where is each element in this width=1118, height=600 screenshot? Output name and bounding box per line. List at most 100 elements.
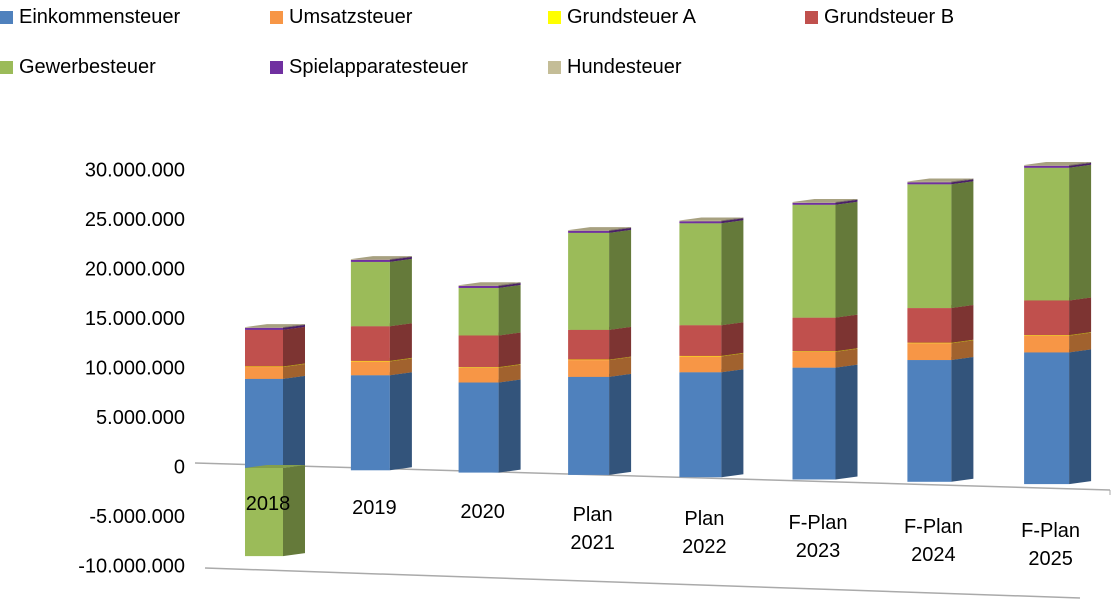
bar-segment — [679, 322, 744, 356]
bar-segment — [568, 373, 632, 475]
bar-front — [245, 378, 283, 468]
bar-segment — [245, 375, 305, 468]
y-tick-label: 25.000.000 — [85, 209, 185, 231]
bar-side — [609, 227, 632, 231]
bar-side — [1069, 349, 1092, 485]
bar-side — [609, 357, 632, 377]
bar-side — [498, 284, 521, 336]
legend-item: Gewerbesteuer — [0, 56, 156, 79]
bar-front — [568, 376, 610, 475]
legend-swatch — [548, 61, 561, 74]
bar-front — [679, 220, 722, 222]
legend-label: Gewerbesteuer — [19, 56, 156, 78]
legend-label: Grundsteuer B — [824, 6, 955, 28]
bar-side — [835, 199, 858, 205]
bar-front — [458, 287, 499, 336]
bar-front — [568, 230, 610, 231]
bar-segment — [568, 229, 632, 330]
bar-front — [350, 361, 390, 376]
legend-item: Grundsteuer B — [805, 6, 954, 29]
bar-front — [907, 360, 952, 482]
y-tick-label: 5.000.000 — [96, 407, 185, 429]
bar-side — [835, 348, 858, 352]
bar-side — [498, 364, 521, 368]
bar-front — [679, 223, 722, 326]
bar-front — [245, 367, 283, 379]
legend-item: Grundsteuer A — [548, 6, 696, 29]
bar-side — [609, 326, 632, 360]
bar-front — [1024, 167, 1070, 301]
bar-side — [283, 324, 305, 328]
x-tick-label: F-Plan 2025 — [1021, 519, 1081, 570]
x-tick-label: F-Plan 2023 — [788, 512, 848, 562]
bar-front — [458, 367, 499, 383]
bar-side — [283, 375, 305, 468]
bar-side — [835, 364, 858, 480]
bar-segment — [1024, 162, 1092, 166]
bar-front — [245, 327, 283, 330]
bar-top — [245, 465, 305, 468]
bar-front — [568, 329, 610, 360]
bar-top — [679, 217, 744, 221]
bar-side — [389, 256, 412, 260]
bar-segment — [458, 284, 521, 336]
bar-side — [1069, 164, 1092, 301]
bar-side — [951, 357, 974, 482]
bar-segment — [679, 217, 744, 222]
bar-front — [679, 356, 722, 373]
legend-label: Spielapparatesteuer — [289, 56, 469, 78]
bar-top — [568, 227, 632, 231]
bar-segment — [458, 379, 521, 473]
bar-segment — [792, 314, 858, 352]
bar-top — [907, 178, 974, 182]
y-tick-label: 30.000.000 — [85, 159, 185, 181]
bar-segment — [350, 256, 412, 260]
bar-side — [951, 339, 974, 344]
bar-segment — [245, 326, 305, 367]
floor-edge — [194, 462, 1111, 491]
bar-segment — [350, 258, 412, 327]
bar-side — [835, 199, 858, 203]
bar-side — [951, 179, 974, 185]
y-tick-label: 10.000.000 — [85, 357, 185, 379]
bar-front — [907, 181, 952, 183]
legend-swatch — [0, 61, 13, 74]
bar-front — [458, 285, 499, 286]
bar-segment — [792, 199, 858, 203]
bar-front — [679, 325, 722, 356]
bar-side — [721, 217, 744, 222]
legend-swatch — [805, 11, 818, 24]
bar-side — [835, 201, 858, 318]
bar-front — [907, 343, 952, 361]
legend-label: Grundsteuer A — [567, 6, 696, 28]
bar-front — [350, 261, 390, 327]
bar-side — [951, 181, 974, 309]
bar-side — [721, 353, 744, 373]
bar-segment — [245, 465, 305, 557]
bar-side — [609, 373, 632, 475]
bar-segment — [1024, 164, 1092, 301]
bar-side — [283, 465, 305, 557]
bar-segment — [458, 282, 521, 286]
bar-side — [721, 220, 744, 326]
bar-side — [1069, 162, 1092, 168]
x-tick-label: 2019 — [352, 496, 397, 519]
bar-side — [283, 324, 305, 330]
legend-item: Umsatzsteuer — [270, 6, 412, 29]
bar-top — [458, 282, 521, 286]
bar-side — [721, 322, 744, 356]
bar-segment — [907, 181, 974, 309]
y-tick-label: 0 — [174, 456, 185, 478]
bar-front — [907, 184, 952, 309]
bar-front — [458, 285, 499, 288]
bar-side — [389, 258, 412, 327]
bar-front — [350, 259, 390, 260]
bar-segment — [679, 220, 744, 326]
bar-front — [792, 367, 836, 480]
bar-side — [389, 358, 412, 376]
bar-side — [1069, 162, 1092, 166]
bar-segment — [350, 372, 412, 471]
bar-front — [350, 375, 390, 471]
bar-segment — [568, 227, 632, 231]
